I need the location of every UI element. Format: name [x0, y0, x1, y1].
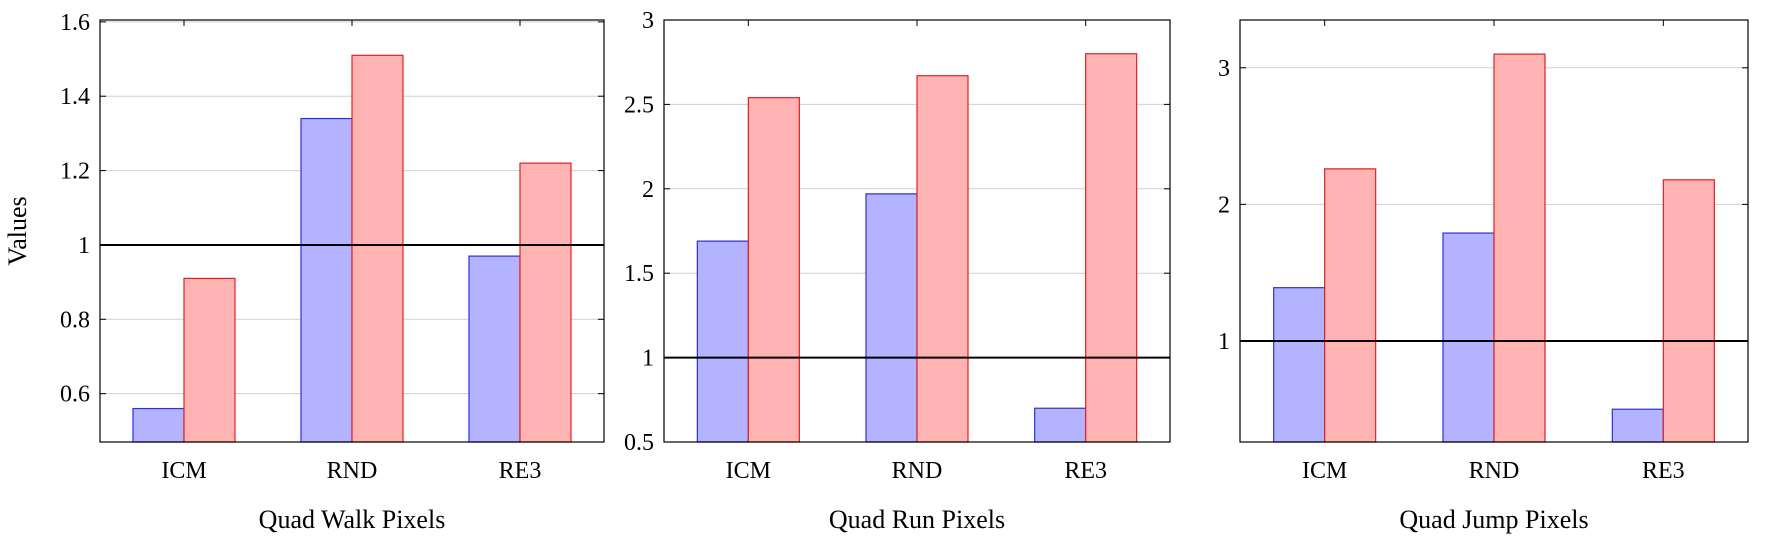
y-axis-label: Values [3, 196, 32, 265]
y-tick-label: 1.2 [60, 159, 90, 185]
y-tick-label: 1.4 [60, 84, 90, 110]
bar-series-2-icm [747, 97, 800, 443]
y-tick-label: 3 [1218, 56, 1230, 82]
y-tick-label: 2 [642, 177, 654, 203]
bar-series-2-re3 [1662, 179, 1715, 443]
bar-series-2-icm [183, 277, 236, 443]
y-tick-label: 1 [1218, 329, 1230, 355]
x-axis-label: Quad Walk Pixels [259, 505, 446, 534]
bar-series-1-rnd [1442, 232, 1495, 443]
y-tick-label: 3 [642, 8, 654, 34]
x-tick-label: RND [1469, 458, 1520, 484]
plot-frame [663, 19, 1171, 443]
x-tick-label: ICM [1302, 458, 1347, 484]
y-tick-label: 1 [78, 233, 90, 259]
bar-series-1-icm [1273, 287, 1326, 443]
plot-frame [1239, 19, 1749, 443]
chart-panel-3: 1 2 3 ICM RND RE3 Quad Jump Pixels [1218, 19, 1749, 534]
y-tick-label: 2.5 [624, 92, 654, 118]
plot-frame [99, 19, 605, 443]
y-tick-label: 0.5 [624, 430, 654, 456]
x-axis-label: Quad Run Pixels [829, 505, 1005, 534]
x-tick-label: ICM [726, 458, 771, 484]
x-tick-label: RND [327, 458, 378, 484]
chart-panel-1: 0.6 0.8 1 1.2 1.4 1.6 ICM RND RE3 Quad Walk Pixel… [3, 10, 605, 534]
bar-series-1-icm [132, 407, 185, 443]
x-tick-label: RE3 [1064, 458, 1107, 484]
y-tick-label: 1 [642, 346, 654, 372]
x-tick-label: RE3 [499, 458, 542, 484]
y-tick-label: 0.6 [60, 382, 90, 408]
bar-series-2-re3 [519, 162, 572, 443]
bar-series-2-rnd [1493, 53, 1546, 443]
bar-series-2-rnd [916, 75, 969, 443]
x-tick-label: RND [892, 458, 943, 484]
y-tick-label: 2 [1218, 192, 1230, 218]
y-tick-label: 0.8 [60, 307, 90, 333]
bar-series-1-re3 [1034, 407, 1087, 443]
bar-series-2-re3 [1085, 53, 1138, 443]
chart-panel-2: 0.5 1 1.5 2 2.5 3 ICM RND RE3 Quad Run Pixels [624, 8, 1171, 534]
x-axis-label: Quad Jump Pixels [1399, 505, 1588, 534]
y-tick-label: 1.6 [60, 10, 90, 36]
bar-series-1-rnd [865, 193, 918, 443]
bar-series-2-rnd [351, 54, 404, 443]
x-tick-label: ICM [161, 458, 206, 484]
x-tick-label: RE3 [1642, 458, 1685, 484]
bar-series-2-icm [1324, 168, 1377, 443]
bar-series-1-re3 [468, 255, 521, 443]
bar-series-1-icm [696, 240, 749, 443]
bar-series-1-rnd [300, 117, 353, 443]
y-tick-label: 1.5 [624, 261, 654, 287]
bar-series-1-re3 [1611, 408, 1664, 443]
